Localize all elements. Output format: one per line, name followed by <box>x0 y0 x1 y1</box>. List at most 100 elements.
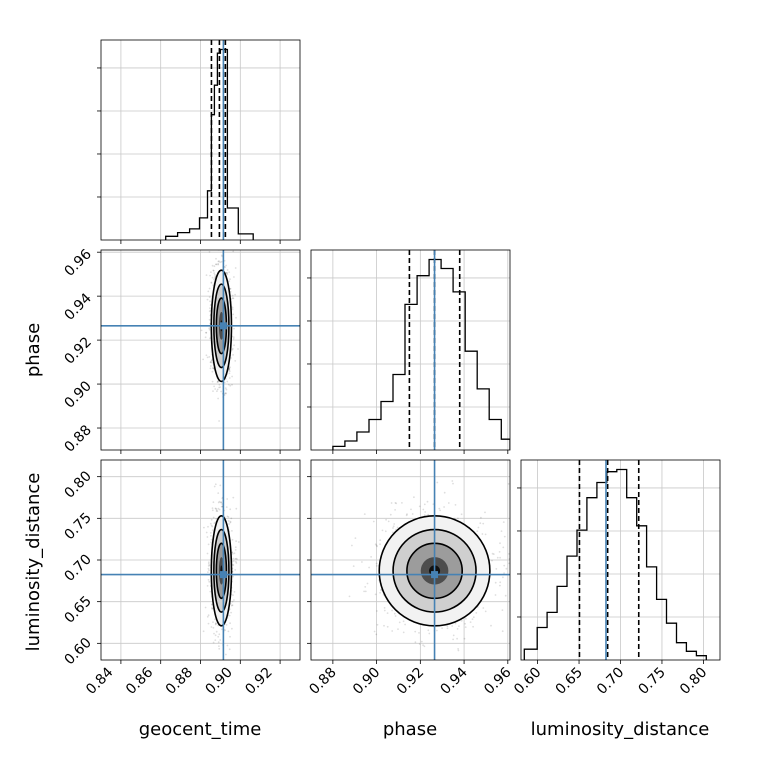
sample-point <box>211 509 214 512</box>
x-tick-labels-phase: 0.88 0.90 0.92 0.94 0.96 <box>306 664 514 697</box>
sample-point <box>392 525 395 528</box>
sample-point <box>206 298 209 301</box>
sample-point <box>209 367 212 370</box>
sample-point <box>208 328 211 331</box>
sample-point <box>213 265 216 268</box>
panel-frame <box>310 249 511 451</box>
sample-point <box>447 502 450 504</box>
sample-point <box>389 513 392 516</box>
sample-point <box>422 644 424 646</box>
sample-point <box>237 541 240 543</box>
sample-point <box>220 254 223 257</box>
sample-point <box>469 621 472 623</box>
sample-point <box>207 290 210 293</box>
sample-point <box>217 492 220 494</box>
sample-point <box>228 370 231 372</box>
sample-point <box>211 370 214 373</box>
sample-point <box>211 359 213 361</box>
sample-point <box>214 507 217 510</box>
sample-point <box>386 625 389 628</box>
y-axis-title-phase: phase <box>23 323 44 377</box>
sample-point <box>352 565 355 567</box>
sample-point <box>207 563 210 565</box>
sample-point <box>375 633 378 636</box>
sample-point <box>209 522 212 525</box>
sample-point <box>210 524 213 527</box>
sample-point <box>386 612 389 614</box>
sample-point <box>210 534 212 537</box>
x-tick-label: 0.96 <box>481 664 514 697</box>
x-tick-label: 0.90 <box>203 665 236 698</box>
sample-point <box>465 617 467 620</box>
sample-point <box>375 544 378 547</box>
x-tick-label: 0.75 <box>636 665 669 698</box>
sample-point <box>211 276 214 279</box>
sample-point <box>484 610 487 613</box>
sample-point <box>231 375 234 378</box>
sample-point <box>452 634 455 637</box>
sample-point <box>376 610 378 612</box>
sample-point <box>209 304 212 306</box>
sample-point <box>204 336 207 339</box>
sample-point <box>457 648 459 650</box>
contour-panel-geocent-time-luminosity-distance <box>97 459 301 664</box>
sample-point <box>212 390 214 392</box>
sample-point <box>231 383 233 386</box>
sample-point <box>402 620 405 623</box>
grid <box>101 460 300 660</box>
sample-point <box>404 623 406 626</box>
sample-point <box>495 568 498 570</box>
sample-point <box>218 260 220 263</box>
sample-point <box>423 503 426 506</box>
sample-point <box>213 522 216 525</box>
contour-panel-phase-luminosity-distance <box>307 459 511 664</box>
sample-point <box>229 520 232 523</box>
sample-point <box>211 264 214 267</box>
histogram-marks <box>332 250 510 450</box>
sample-point <box>502 576 504 579</box>
sample-point <box>481 533 484 535</box>
sample-point <box>208 296 211 298</box>
sample-point <box>234 549 237 551</box>
sample-point <box>443 491 446 494</box>
sample-point <box>208 318 211 321</box>
sample-point <box>422 508 425 511</box>
sample-point <box>414 641 417 644</box>
sample-point <box>490 624 492 627</box>
sample-point <box>224 629 227 632</box>
histogram-fill <box>524 470 706 660</box>
sample-point <box>215 263 217 266</box>
sample-point <box>228 523 231 525</box>
sample-point <box>392 531 394 534</box>
sample-point <box>458 625 460 627</box>
sample-point <box>234 569 237 571</box>
sample-point <box>491 552 494 555</box>
y-tick-label: 0.94 <box>61 290 94 323</box>
sample-point <box>213 632 215 635</box>
sample-point <box>218 645 220 647</box>
sample-point <box>418 505 421 508</box>
sample-point <box>393 523 396 525</box>
sample-point <box>229 635 231 638</box>
sample-point <box>385 518 387 521</box>
sample-point <box>372 520 375 523</box>
histogram-bin <box>405 304 417 450</box>
contour-marks <box>101 250 300 450</box>
sample-point <box>208 569 210 572</box>
y-tick-label: 0.60 <box>61 635 94 668</box>
sample-point <box>226 515 229 518</box>
sample-point <box>381 529 384 532</box>
sample-point <box>379 543 381 546</box>
tick-marks <box>97 476 281 664</box>
sample-point <box>482 607 485 609</box>
sample-point <box>451 480 454 482</box>
sample-point <box>383 607 386 609</box>
sample-point <box>491 559 493 562</box>
tick-marks <box>307 277 509 454</box>
y-tick-label: 0.70 <box>61 552 94 585</box>
sample-point <box>496 556 499 559</box>
sample-point <box>236 558 238 560</box>
sample-point <box>438 507 441 510</box>
sample-point <box>205 331 208 334</box>
sample-point <box>503 572 505 574</box>
